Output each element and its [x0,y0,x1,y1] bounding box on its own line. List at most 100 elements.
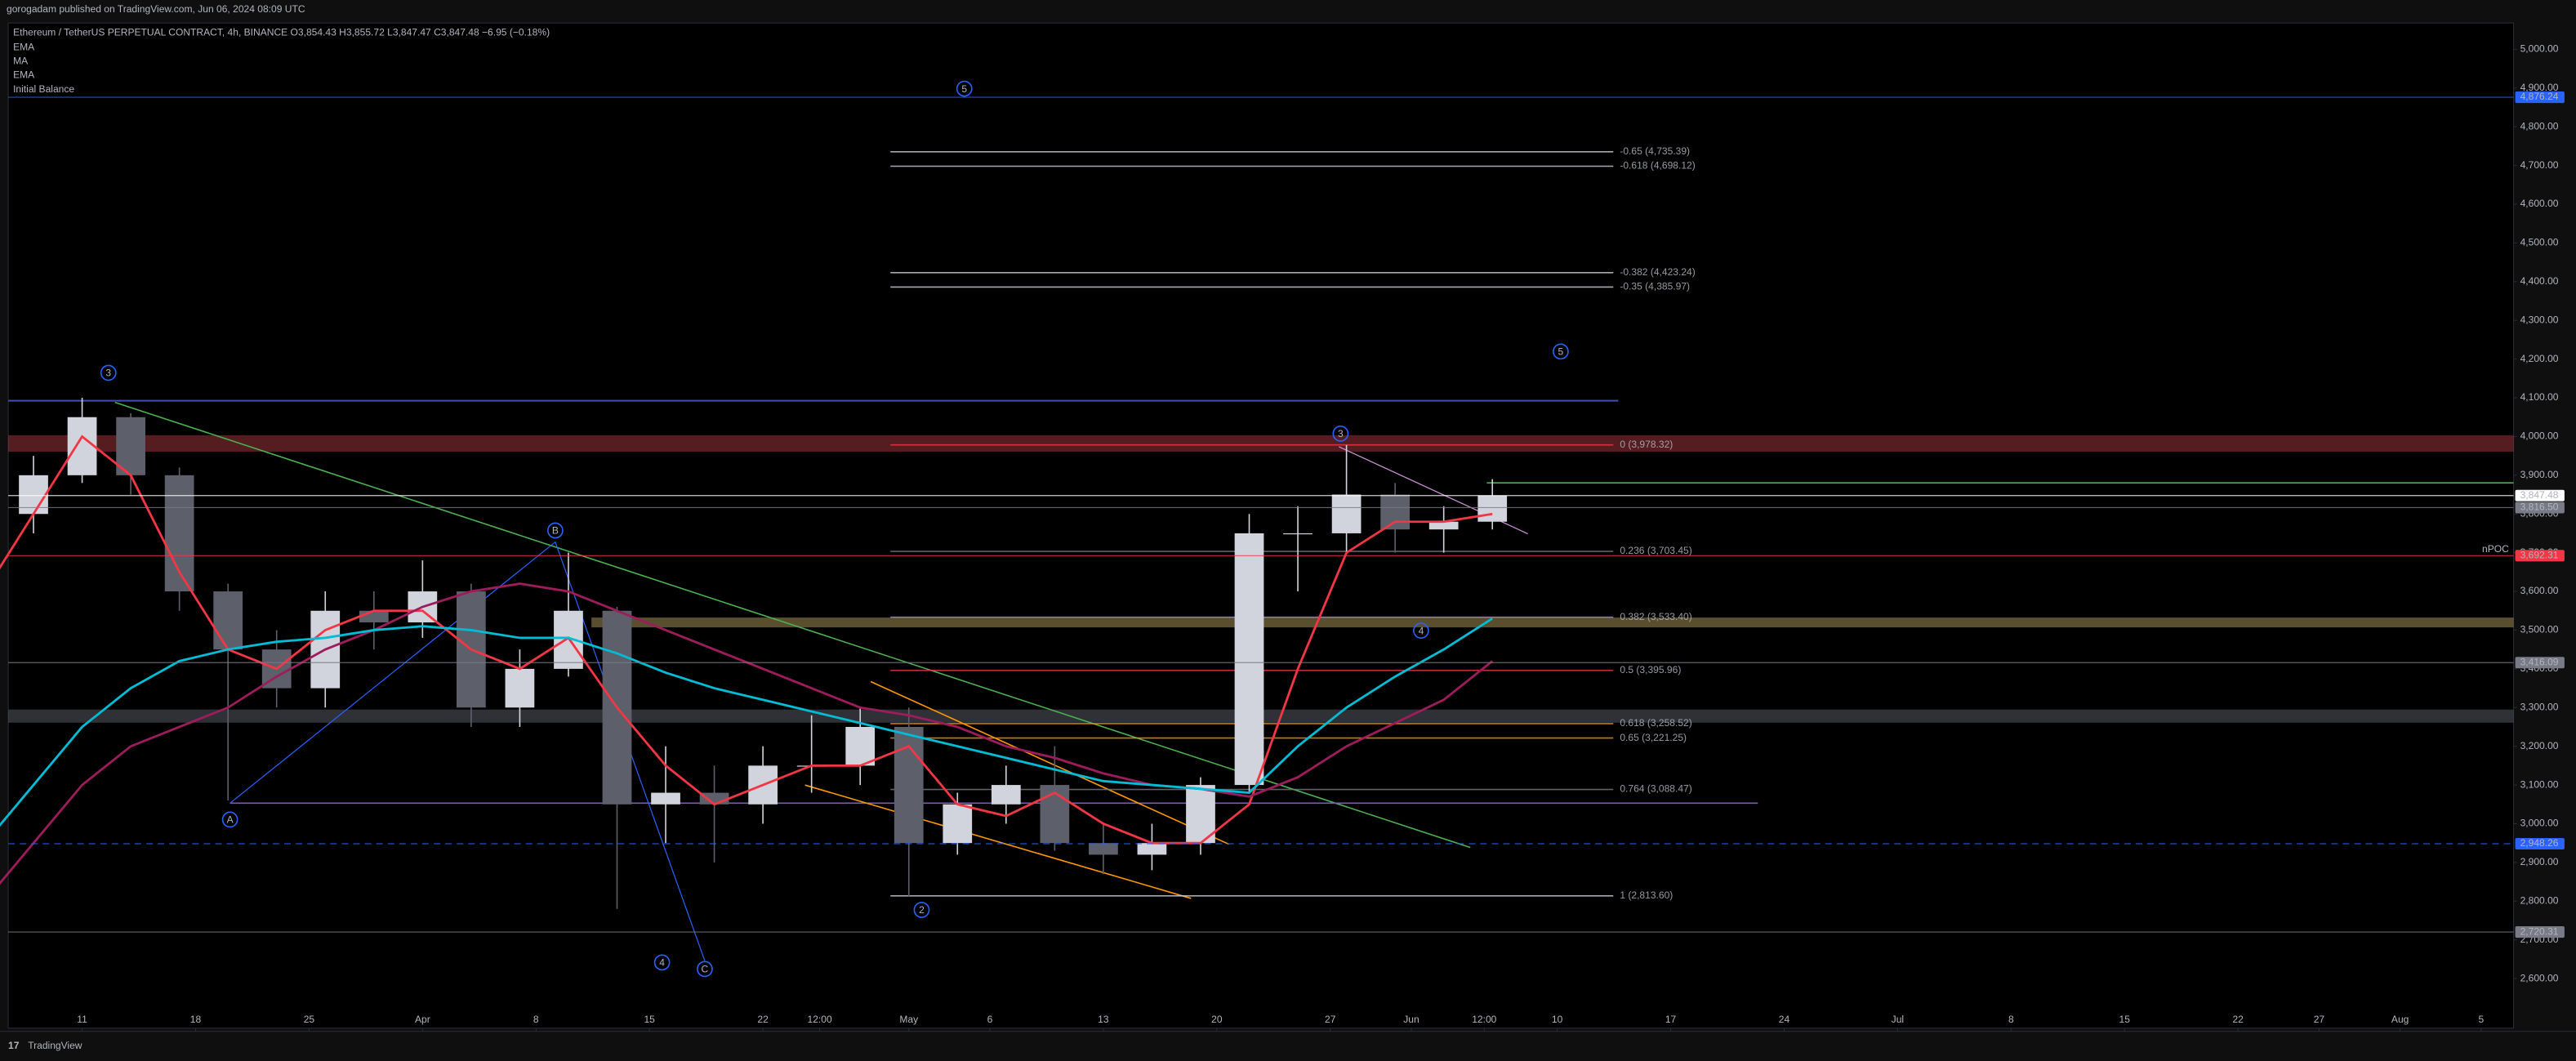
y-tick-label: 4,700.00 [2520,159,2559,171]
wave-marker [547,522,564,539]
x-tick-label: 27 [2314,1014,2325,1025]
x-tick-label: 8 [2008,1014,2014,1025]
y-tick-label: 4,200.00 [2520,353,2559,364]
x-tick-label: 20 [1211,1014,1223,1025]
x-tick-label: 24 [1779,1014,1790,1025]
zone [591,617,2514,628]
candle-body [505,668,535,708]
fib-label: 0.764 (3,088.47) [1620,783,1691,795]
wave-marker [1332,426,1349,442]
candle-body [213,591,243,650]
y-tick-label: 3,900.00 [2520,469,2559,480]
price-tag [2515,657,2565,669]
y-tick-label: 3,300.00 [2520,701,2559,712]
zone [8,435,2514,452]
x-tick-label: 12:00 [808,1014,832,1025]
candle-body [1283,533,1313,535]
wave-line [230,541,706,961]
fib-label: 0 (3,978.32) [1620,439,1673,450]
candle-body [991,785,1021,805]
x-tick-label: 5 [2479,1014,2485,1025]
x-tick-label: 12:00 [1472,1014,1496,1025]
moving-average [0,617,1493,827]
price-tag-label: 4,876.24 [2520,91,2559,102]
x-tick-label: 6 [987,1014,993,1025]
x-tick-label: Aug [2391,1014,2409,1025]
wave-marker [913,902,930,918]
y-tick-label: 4,500.00 [2520,237,2559,248]
fib-label: 0.236 (3,703.45) [1620,545,1691,556]
price-tag-label: 2,948.26 [2520,837,2559,849]
candle-body [943,804,973,844]
price-tag [2515,489,2565,502]
indicator: Initial Balance [13,83,74,95]
wave-marker [956,80,973,97]
channel [804,784,1192,899]
candle-body [1428,521,1459,530]
candle-body [1089,843,1118,855]
candle-body [699,792,729,805]
candle-body [1331,494,1362,533]
fib-label: 0.382 (3,533.40) [1620,611,1691,622]
candle-body [1040,785,1070,844]
candle-body [19,475,48,515]
y-tick-label: 4,900.00 [2520,82,2559,93]
candle-body [1186,785,1215,844]
x-tick-label: Jun [1403,1014,1419,1025]
annotation: 2 [919,904,925,916]
fib-label: -0.618 (4,698.12) [1620,160,1695,172]
fib-label: 0.65 (3,221.25) [1620,732,1687,743]
plot-area [7,22,2515,1029]
footer: TradingView [28,1040,82,1051]
x-tick-label: 17 [1665,1014,1677,1025]
x-tick-label: 18 [190,1014,202,1025]
x-tick-label: Apr [415,1014,430,1025]
candle-body [359,610,389,622]
y-tick-label: 4,600.00 [2520,198,2559,209]
moving-average [0,435,1493,845]
candle-body [67,417,97,475]
y-tick-label: 3,100.00 [2520,778,2559,790]
wave-marker [100,364,117,381]
wave-marker [221,811,238,828]
x-tick-label: 27 [1325,1014,1336,1025]
y-tick-label: 3,200.00 [2520,740,2559,751]
price-tag-label: 2,720.31 [2520,925,2559,937]
fib-label: -0.382 (4,423.24) [1620,266,1695,278]
indicator: EMA [13,69,35,81]
annotation: A [227,814,234,826]
y-tick-label: 4,000.00 [2520,430,2559,442]
annotation: 3 [105,368,111,379]
fib-label: 0.5 (3,395.96) [1620,664,1681,675]
fib-label: -0.65 (4,735.39) [1620,145,1690,157]
price-tag [2515,926,2565,938]
y-tick-label: 2,900.00 [2520,856,2559,867]
price-tag-label: 3,416.09 [2520,656,2559,667]
price-tag [2515,550,2565,562]
legend: Ethereum / TetherUS PERPETUAL CONTRACT, … [13,26,550,38]
fib-label: 0.618 (3,258.52) [1620,717,1691,729]
wave-marker [1413,622,1429,640]
x-tick-label: May [899,1014,918,1025]
wave-marker [697,961,713,978]
indicator: MA [13,56,29,67]
publisher: gorogadam published on TradingView.com, … [7,3,305,15]
candle-body [1477,495,1508,522]
indicator: EMA [13,42,35,53]
fib-label: 1 (2,813.60) [1620,889,1673,901]
y-tick-label: 3,500.00 [2520,624,2559,635]
candle-body [116,417,145,475]
x-tick-label: 15 [644,1014,655,1025]
y-tick-label: 4,300.00 [2520,314,2559,325]
price-tag [2515,502,2565,514]
y-tick-label: 4,400.00 [2520,275,2559,287]
y-tick-label: 2,800.00 [2520,894,2559,906]
candle-body [651,792,680,805]
annotation: 5 [961,83,967,95]
x-tick-label: 22 [757,1014,769,1025]
y-tick-label: 2,600.00 [2520,972,2559,983]
x-tick-label: 22 [2232,1014,2244,1025]
candle-body [845,726,876,766]
y-tick-label: 3,600.00 [2520,585,2559,596]
